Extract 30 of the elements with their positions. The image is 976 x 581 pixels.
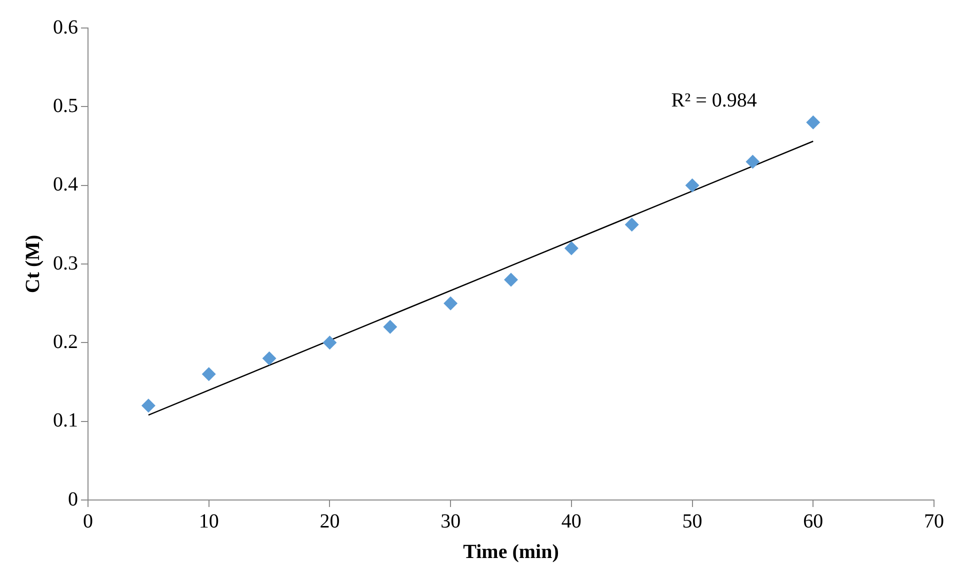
x-axis-title: Time (min)	[463, 541, 559, 564]
point	[746, 154, 760, 169]
x-tick-label: 60	[803, 510, 824, 532]
x-tick-label: 40	[561, 510, 582, 532]
y-tick-label: 0.4	[53, 174, 78, 196]
point	[624, 218, 639, 232]
point	[322, 336, 337, 350]
y-tick-label: 0	[68, 488, 78, 510]
x-tick-label: 20	[320, 510, 340, 532]
point	[383, 320, 398, 334]
point	[504, 272, 518, 287]
y-tick-label: 0.2	[53, 330, 78, 353]
point	[262, 351, 276, 366]
x-tick-label: 0	[83, 510, 93, 532]
x-tick-label: 10	[198, 510, 219, 532]
point	[141, 398, 156, 413]
point	[685, 178, 700, 192]
y-axis-title: Ct (M)	[22, 234, 44, 294]
annotation: R² = 0.984	[671, 89, 757, 112]
y-tick-label: 0.3	[53, 252, 78, 274]
point	[806, 115, 820, 130]
y-tick-label: 0.1	[53, 410, 78, 432]
y-tick-label: 0.6	[53, 16, 78, 38]
point	[202, 367, 216, 382]
point	[564, 241, 578, 256]
x-tick-label: 70	[924, 510, 944, 532]
x-tick-label: 30	[440, 510, 461, 532]
point	[444, 296, 458, 310]
x-tick-label: 50	[682, 510, 702, 532]
y-tick-label: 0.5	[53, 94, 78, 117]
